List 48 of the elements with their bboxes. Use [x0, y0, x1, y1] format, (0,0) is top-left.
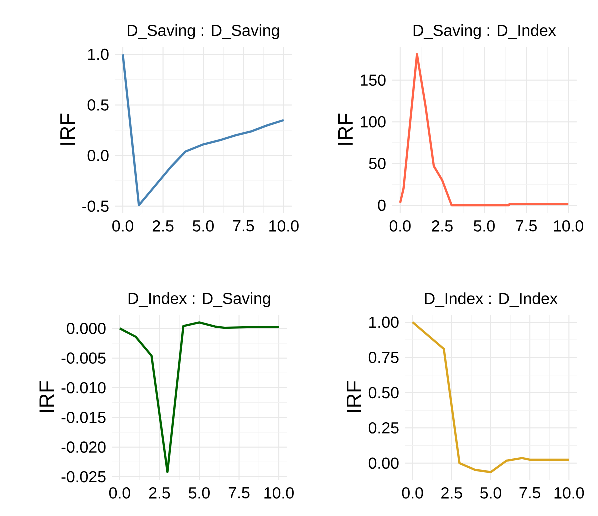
x-tick-label: 5.0 — [193, 220, 214, 232]
x-tick-label: 10.0 — [554, 488, 584, 499]
y-tick-label: -0.020 — [62, 442, 106, 454]
x-tick-label: 7.5 — [516, 220, 537, 232]
chart-title: D_Saving : D_Index — [414, 24, 556, 40]
y-tick-label: 0.25 — [368, 422, 399, 434]
y-tick-label: 0.5 — [88, 100, 109, 111]
y-axis-title: IRF — [338, 114, 353, 145]
y-axis-title: IRF — [347, 381, 362, 412]
y-tick-label: -0.010 — [62, 382, 106, 394]
chart-title: D_Index : D_Index — [425, 292, 558, 308]
chart-title: D_Index : D_Saving — [128, 292, 270, 308]
x-tick-label: 0.0 — [390, 220, 411, 232]
x-tick-label: 5.0 — [480, 488, 502, 499]
x-tick-label: 2.5 — [432, 220, 453, 232]
y-tick-label: 100 — [360, 116, 386, 128]
x-tick-label: 7.5 — [520, 488, 541, 499]
y-tick-label: 1.00 — [370, 316, 399, 328]
x-tick-label: 10.0 — [264, 488, 294, 499]
y-axis-title: IRF — [60, 114, 76, 145]
y-tick-label: -0.015 — [62, 412, 106, 424]
x-tick-label: 2.5 — [442, 488, 462, 499]
x-tick-label: 10.0 — [270, 220, 299, 232]
x-tick-label: 5.0 — [189, 488, 210, 499]
x-tick-label: 0.0 — [402, 488, 424, 499]
y-tick-label: 50 — [369, 158, 386, 170]
x-tick-label: 2.5 — [149, 488, 170, 499]
x-tick-label: 5.0 — [474, 220, 495, 232]
y-tick-label: 0.50 — [368, 387, 399, 399]
y-tick-label: 1.0 — [88, 48, 109, 60]
x-tick-label: 0.0 — [109, 488, 130, 499]
x-tick-label: 10.0 — [554, 220, 584, 232]
y-tick-label: 0.00 — [368, 458, 399, 470]
y-tick-label: 0.0 — [88, 150, 109, 162]
x-tick-label: 2.5 — [152, 220, 174, 232]
y-tick-label: -0.5 — [82, 200, 109, 212]
x-tick-label: 7.5 — [228, 488, 250, 499]
y-tick-label: 0 — [378, 200, 386, 212]
x-tick-label: 0.0 — [112, 220, 134, 232]
y-axis-title: IRF — [40, 381, 54, 412]
y-tick-label: 0.000 — [67, 322, 106, 334]
y-tick-label: -0.025 — [62, 471, 106, 483]
y-tick-label: -0.005 — [62, 352, 106, 364]
line-series — [118, 322, 280, 474]
y-tick-label: 0.75 — [368, 352, 399, 364]
y-tick-label: 150 — [360, 74, 386, 86]
chart-title: D_Saving : D_Saving — [128, 24, 280, 40]
x-tick-label: 7.5 — [233, 220, 254, 232]
